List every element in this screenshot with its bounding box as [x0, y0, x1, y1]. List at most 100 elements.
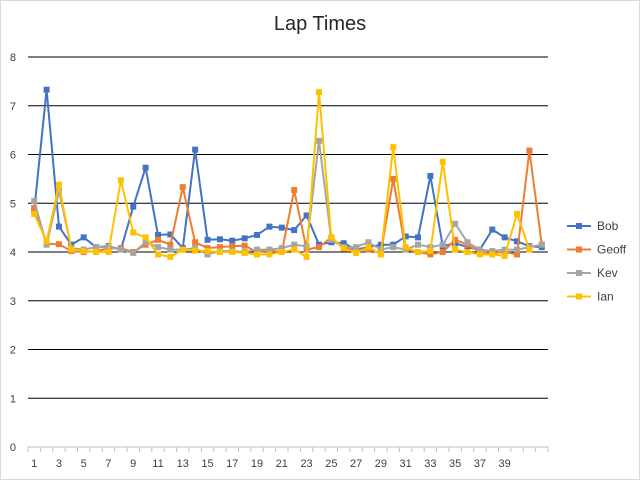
data-point-ian: [452, 246, 459, 253]
data-point-ian: [93, 249, 100, 255]
data-point-kev: [315, 137, 322, 144]
data-point-bob: [266, 223, 273, 230]
data-point-ian: [489, 251, 496, 258]
data-point-kev: [43, 241, 50, 248]
data-point-ian: [216, 249, 223, 255]
data-point-ian: [179, 246, 186, 253]
data-point-geoff: [315, 244, 322, 251]
data-point-geoff: [427, 251, 434, 258]
data-point-kev: [93, 244, 100, 251]
data-point-kev: [278, 245, 285, 252]
y-tick-label: 4: [10, 247, 16, 259]
data-point-geoff: [452, 236, 459, 243]
data-point-geoff: [31, 205, 38, 212]
x-tick-label: 37: [474, 458, 486, 470]
data-point-ian: [80, 248, 87, 255]
data-point-ian: [291, 246, 298, 253]
data-point-kev: [365, 239, 372, 246]
data-point-ian: [390, 144, 397, 151]
data-point-kev: [452, 220, 459, 227]
data-point-ian: [514, 210, 521, 217]
data-point-ian: [526, 246, 533, 253]
data-point-ian: [464, 249, 471, 255]
data-point-geoff: [167, 241, 174, 248]
x-tick-label: 5: [81, 458, 87, 470]
data-point-geoff: [241, 242, 248, 249]
data-point-ian: [303, 253, 310, 260]
data-point-bob: [43, 86, 50, 93]
data-point-kev: [130, 249, 137, 256]
legend-marker-bob: [576, 223, 582, 229]
legend-label-geoff: Geoff: [597, 243, 627, 257]
data-point-bob: [204, 236, 211, 243]
data-point-bob: [303, 212, 310, 219]
data-point-bob: [130, 203, 137, 210]
data-point-ian: [476, 251, 483, 258]
x-tick-label: 35: [449, 458, 461, 470]
data-point-bob: [192, 146, 199, 153]
y-tick-label: 6: [10, 150, 16, 162]
legend-marker-geoff: [576, 246, 582, 253]
data-point-kev: [476, 246, 483, 253]
x-tick-label: 15: [201, 458, 213, 470]
y-tick-label: 1: [10, 393, 16, 405]
data-point-ian: [68, 246, 75, 253]
data-point-bob: [229, 237, 236, 244]
data-point-kev: [117, 246, 124, 253]
x-tick-label: 33: [424, 458, 436, 470]
data-point-ian: [55, 181, 62, 188]
data-point-ian: [155, 251, 161, 258]
legend-label-ian: Ian: [597, 290, 614, 304]
x-tick-label: 19: [251, 458, 263, 470]
data-point-geoff: [439, 249, 446, 255]
data-point-geoff: [192, 239, 199, 246]
x-tick-label: 21: [276, 458, 288, 470]
data-point-ian: [427, 248, 434, 255]
x-tick-label: 1: [31, 458, 37, 470]
data-point-bob: [415, 234, 421, 241]
data-point-ian: [365, 244, 372, 251]
data-point-geoff: [229, 243, 236, 250]
data-point-ian: [439, 158, 446, 165]
y-tick-label: 2: [10, 345, 16, 357]
x-tick-label: 17: [226, 458, 238, 470]
data-point-ian: [377, 251, 384, 258]
data-point-ian: [167, 253, 174, 260]
legend-marker-kev: [576, 270, 582, 276]
data-point-bob: [514, 238, 521, 245]
data-point-ian: [501, 252, 508, 259]
data-point-kev: [167, 246, 174, 253]
chart-title: Lap Times: [273, 13, 367, 35]
data-point-bob: [142, 164, 149, 171]
data-point-kev: [266, 246, 273, 253]
y-tick-label: 0: [10, 442, 16, 454]
data-point-kev: [353, 244, 360, 251]
data-point-bob: [254, 231, 261, 238]
data-point-ian: [340, 245, 347, 252]
data-point-ian: [105, 249, 112, 255]
data-point-geoff: [526, 147, 533, 154]
data-point-bob: [80, 234, 87, 241]
data-point-ian: [43, 238, 50, 245]
data-point-ian: [229, 249, 236, 255]
data-point-bob: [489, 226, 496, 233]
data-point-ian: [31, 210, 38, 217]
data-point-bob: [155, 231, 161, 238]
data-point-bob: [167, 231, 174, 238]
x-tick-label: 29: [375, 458, 387, 470]
data-point-ian: [402, 244, 409, 251]
data-point-ian: [117, 177, 124, 184]
data-point-bob: [241, 235, 248, 242]
data-point-kev: [155, 244, 161, 251]
x-tick-label: 9: [130, 458, 136, 470]
data-point-ian: [204, 248, 211, 255]
x-tick-label: 7: [105, 458, 111, 470]
data-point-bob: [427, 172, 434, 179]
data-point-ian: [315, 89, 322, 96]
data-point-bob: [501, 234, 508, 241]
data-point-ian: [353, 249, 360, 256]
data-point-geoff: [390, 175, 397, 182]
data-point-bob: [402, 233, 409, 240]
